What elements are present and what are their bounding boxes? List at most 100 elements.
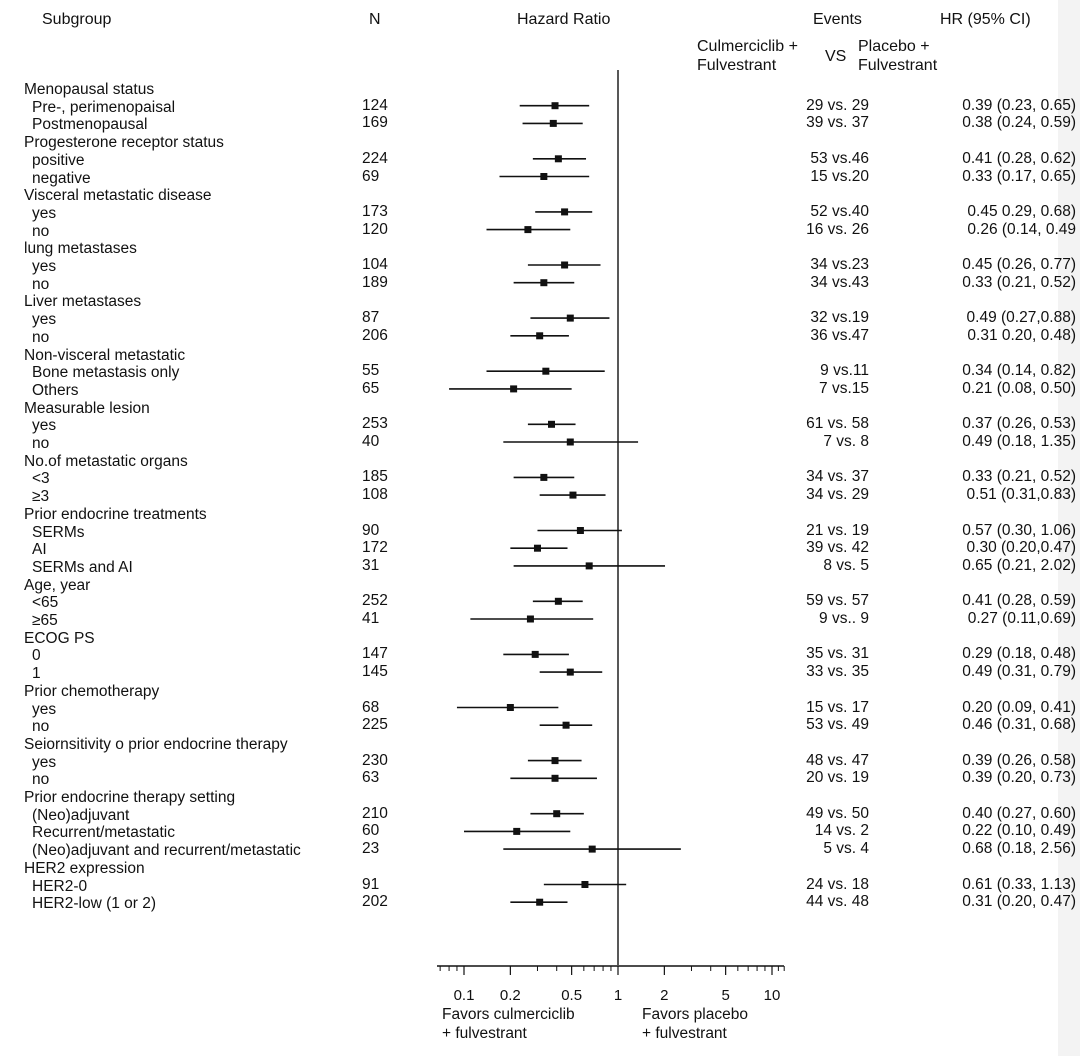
events-value: 20 vs. 19: [806, 769, 869, 787]
events-value: 16 vs. 26: [806, 220, 869, 238]
events-value: 24 vs. 18: [806, 875, 869, 893]
n-value: 63: [362, 769, 380, 787]
subgroup-label: yes: [32, 258, 57, 275]
subgroup-label: negative: [32, 169, 91, 187]
hr-point-marker: [581, 881, 589, 888]
hr-point-marker: [561, 208, 569, 216]
hr-point-marker: [540, 279, 548, 287]
subgroup-label: (Neo)adjuvant and recurrent/metastatic: [32, 842, 301, 860]
subgroup-label: Pre-, perimenopaisal: [32, 98, 176, 116]
n-value: 225: [362, 716, 388, 734]
hr-point-marker: [551, 757, 559, 765]
group-label: Menopausal status: [24, 81, 155, 98]
subgroup-label: 1: [32, 665, 41, 683]
hr-ci-value: 0.29 (0.18, 0.48): [962, 645, 1076, 663]
hr-ci-value: 0.31 0.20, 0.48): [967, 326, 1076, 344]
x-tick-label: 0.5: [561, 987, 582, 1004]
hr-ci-value: 0.45 0.29, 0.68): [967, 202, 1076, 220]
header-hr-ci: HR (95% CI): [940, 11, 1031, 28]
events-value: 33 vs. 35: [806, 663, 869, 681]
events-value: 9 vs.. 9: [819, 610, 869, 627]
subgroup-label: yes: [32, 753, 57, 771]
events-value: 29 vs. 29: [806, 96, 869, 114]
hr-ci-value: 0.33 (0.21, 0.52): [962, 468, 1076, 486]
hr-ci-value: 0.49 (0.18, 1.35): [962, 433, 1076, 450]
hr-ci-value: 0.26 (0.14, 0.49: [967, 220, 1076, 238]
n-value: 90: [362, 521, 380, 539]
x-tick-label: 0.2: [500, 987, 521, 1004]
subgroup-label: ≥3: [32, 488, 50, 506]
favors-right-line1: Favors placebo: [642, 1006, 748, 1023]
header-hazard-ratio: Hazard Ratio: [517, 11, 611, 28]
events-value: 7 vs.15: [819, 379, 869, 397]
hr-point-marker: [533, 544, 541, 552]
events-value: 36 vs.47: [810, 326, 869, 344]
subgroup-label: no: [32, 771, 50, 789]
events-value: 32 vs.19: [810, 309, 869, 327]
subgroup-label: no: [32, 328, 50, 346]
hr-ci-value: 0.37 (0.26, 0.53): [962, 415, 1076, 433]
n-value: 40: [362, 433, 380, 450]
group-label: Age, year: [24, 576, 91, 594]
hr-ci-value: 0.40 (0.27, 0.60): [962, 804, 1076, 822]
hr-point-marker: [566, 438, 574, 446]
events-value: 14 vs. 2: [814, 822, 869, 840]
hr-ci-value: 0.33 (0.17, 0.65): [962, 167, 1076, 185]
group-label: Progesterone receptor status: [24, 134, 224, 152]
events-value: 34 vs.43: [810, 273, 869, 291]
arm1-label-line2: Fulvestrant: [697, 57, 777, 74]
events-value: 53 vs. 49: [806, 716, 869, 734]
hr-point-marker: [536, 332, 544, 340]
n-value: 173: [362, 202, 388, 220]
favors-right-line2: + fulvestrant: [642, 1025, 727, 1042]
favors-left-line1: Favors culmerciclib: [442, 1006, 575, 1023]
hr-ci-value: 0.31 (0.20, 0.47): [962, 893, 1076, 911]
group-label: Prior chemotherapy: [24, 682, 160, 700]
n-value: 120: [362, 220, 388, 238]
group-label: ECOG PS: [24, 629, 95, 647]
hr-ci-value: 0.39 (0.23, 0.65): [962, 96, 1076, 114]
hr-point-marker: [524, 226, 532, 234]
subgroup-label: no: [32, 718, 50, 736]
n-value: 189: [362, 273, 388, 291]
x-tick-label: 1: [614, 987, 622, 1004]
x-tick-label: 0.1: [454, 987, 475, 1004]
subgroup-label: yes: [32, 311, 57, 329]
hr-point-marker: [554, 597, 562, 605]
n-value: 87: [362, 309, 380, 327]
arm2-label-line1: Placebo +: [858, 38, 930, 55]
subgroup-label: Recurrent/metastatic: [32, 824, 175, 842]
subgroup-label: no: [32, 275, 50, 293]
hr-ci-value: 0.41 (0.28, 0.59): [962, 592, 1076, 610]
subgroup-label: no: [32, 222, 50, 240]
n-value: 41: [362, 610, 380, 627]
page-edge-strip: [1058, 0, 1080, 1056]
n-value: 104: [362, 256, 388, 273]
n-value: 108: [362, 486, 388, 504]
n-value: 253: [362, 415, 388, 433]
hr-ci-value: 0.34 (0.14, 0.82): [962, 362, 1076, 380]
hr-ci-value: 0.61 (0.33, 1.13): [962, 875, 1076, 893]
hr-ci-value: 0.41 (0.28, 0.62): [962, 149, 1076, 167]
events-value: 21 vs. 19: [806, 521, 869, 539]
n-value: 147: [362, 645, 388, 663]
subgroup-label: 0: [32, 647, 41, 665]
group-label: No.of metastatic organs: [24, 452, 188, 470]
subgroup-label: <3: [32, 470, 50, 488]
subgroup-label: AI: [32, 541, 47, 559]
events-value: 15 vs.20: [810, 167, 869, 185]
hr-ci-value: 0.45 (0.26, 0.77): [962, 256, 1076, 273]
hr-point-marker: [551, 102, 559, 110]
group-label: Visceral metastatic disease: [24, 187, 212, 205]
subgroup-label: Others: [32, 381, 79, 399]
x-tick-label: 5: [721, 987, 729, 1004]
subgroup-label: no: [32, 435, 50, 452]
hr-point-marker: [576, 527, 584, 534]
hr-point-marker: [588, 845, 596, 853]
subgroup-label: yes: [32, 204, 57, 222]
events-value: 7 vs. 8: [823, 433, 869, 450]
subgroup-label: Postmenopausal: [32, 116, 148, 134]
vs-label: VS: [825, 48, 847, 65]
events-value: 8 vs. 5: [823, 556, 869, 574]
group-label: Prior endocrine therapy setting: [24, 789, 236, 806]
